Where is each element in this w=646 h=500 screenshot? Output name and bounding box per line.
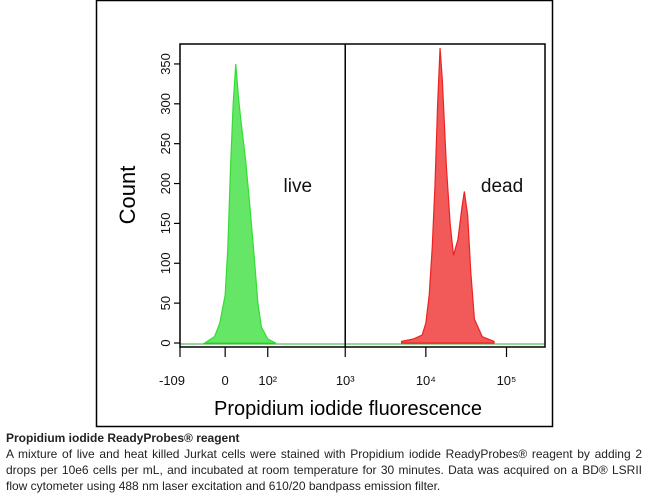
- x-tick-label: 10⁵: [497, 373, 517, 388]
- series-label: live: [284, 176, 313, 197]
- y-tick-label: 50: [158, 296, 173, 310]
- x-tick-label: 10²: [258, 373, 277, 388]
- caption: Propidium iodide ReadyProbes® reagent A …: [6, 430, 642, 494]
- y-tick-label: 250: [158, 133, 173, 155]
- y-tick-label: 350: [158, 53, 173, 75]
- y-axis-label: Count: [115, 166, 140, 225]
- series-label: dead: [481, 176, 523, 197]
- histogram-area: [400, 47, 495, 344]
- y-tick-label: 150: [158, 213, 173, 235]
- y-tick-label: 0: [158, 339, 173, 346]
- caption-title: Propidium iodide ReadyProbes® reagent: [6, 431, 240, 445]
- y-tick-label: 200: [158, 173, 173, 195]
- y-tick-label: 100: [158, 252, 173, 274]
- histogram-area: [202, 63, 276, 344]
- x-axis-label: Propidium iodide fluorescence: [214, 398, 482, 420]
- x-tick-label: -109: [159, 373, 185, 388]
- plot-frame: [179, 43, 546, 348]
- figure-frame: [95, 0, 554, 428]
- y-tick-label: 300: [158, 93, 173, 115]
- x-tick-label: 0: [222, 373, 229, 388]
- x-tick-label: 10⁴: [416, 373, 436, 388]
- x-tick-label: 10³: [336, 373, 355, 388]
- caption-text: A mixture of live and heat killed Jurkat…: [6, 447, 642, 493]
- figure: Count Propidium iodide fluorescence live…: [95, 0, 554, 428]
